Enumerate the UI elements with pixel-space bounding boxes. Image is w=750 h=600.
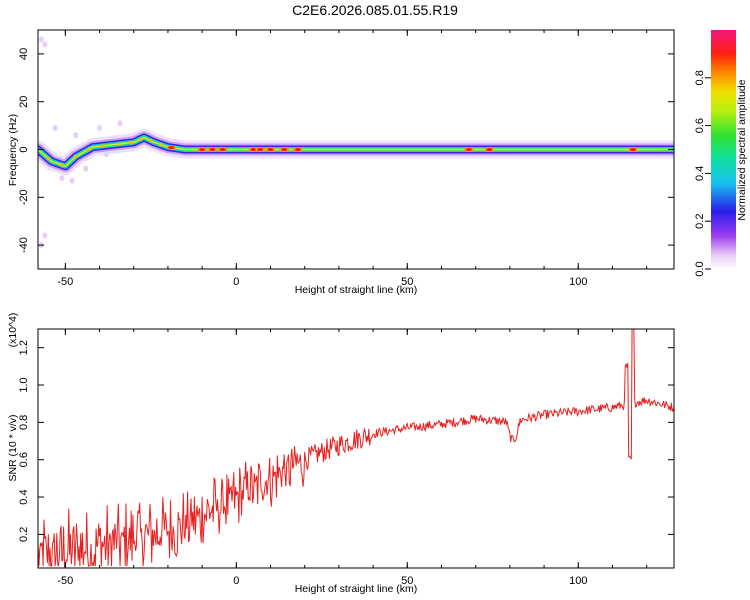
spectrogram-hotspot	[219, 148, 226, 151]
colorbar-tick-label: 0.2	[694, 214, 706, 229]
spectrogram-hotspot	[465, 148, 472, 151]
spectrogram-hotspot	[267, 148, 274, 151]
snr-frame	[37, 328, 675, 569]
spectrogram-bead	[159, 142, 163, 147]
spectrogram-bead	[73, 154, 78, 159]
spectrogram-bead	[60, 163, 64, 167]
spectrogram-bead	[87, 147, 92, 151]
snr-x-tick-label: 0	[233, 575, 239, 587]
spectrogram-noise-blob	[83, 165, 89, 172]
snr-x-tick-label: 100	[569, 575, 587, 587]
spectrogram-y-label: Frequency (Hz)	[7, 114, 19, 186]
spectrogram-noise-blob	[103, 151, 109, 158]
snr-plot-area	[38, 329, 674, 568]
spectrogram-y-tick-label: 20	[18, 96, 30, 108]
colorbar: 0.0 0.2 0.4 0.6 0.8 Normalized spectral ampl…	[694, 30, 748, 277]
spectrogram-noise-blob	[52, 124, 58, 131]
spectrogram-panel: -50 0 50 100 40 20 0 -20 -40 Height of straight…	[7, 29, 675, 296]
spectrogram-bead	[149, 138, 153, 143]
spectrogram-ridge-core	[38, 136, 674, 167]
spectrogram-y-tick-label: 40	[18, 48, 30, 60]
colorbar-tick-label: 0.0	[694, 261, 706, 276]
snr-y-tick-label: 1.2	[18, 340, 30, 355]
spectrogram-hotspot	[629, 148, 636, 151]
snr-y-tick-label: 0.6	[18, 452, 30, 467]
spectrogram-x-tick-label: -50	[57, 276, 73, 288]
spectrogram-bead	[118, 142, 122, 146]
snr-panel: -50 0 50 100 0.2 0.4 0.6 0.8 1.0 1.2 Height of s…	[7, 313, 675, 595]
spectrogram-y-tick-label: -40	[18, 237, 30, 253]
spectrogram-heatmap	[38, 36, 674, 249]
spectrogram-bead	[128, 140, 133, 145]
spectrogram-noise-blob	[117, 120, 123, 127]
spectrogram-x-tick-label: 100	[569, 276, 587, 288]
snr-y-tick-label: 0.8	[18, 415, 30, 430]
spectrogram-hotspot	[209, 148, 216, 151]
colorbar-label: Normalized spectral amplitude	[736, 79, 748, 220]
snr-y-tick-label: 1.0	[18, 377, 30, 392]
spectrogram-noise-blob	[73, 132, 79, 139]
spectrogram-x-tick-label: 0	[233, 276, 239, 288]
spectrogram-noise-blob	[42, 232, 48, 239]
colorbar-tick-label: 0.8	[694, 70, 706, 85]
colorbar-tick-label: 0.6	[694, 118, 706, 133]
snr-series-line	[38, 329, 674, 568]
spectrogram-bead	[101, 144, 105, 148]
spectrogram-hotspot	[257, 148, 264, 151]
spectrogram-noise-blob	[97, 124, 103, 131]
snr-x-tick-label: 50	[401, 575, 413, 587]
spectrogram-hotspot	[294, 148, 301, 151]
snr-y-tick-label: 0.2	[18, 527, 30, 542]
colorbar-tick-label: 0.4	[694, 166, 706, 181]
colorbar-gradient	[711, 30, 736, 269]
spectrogram-hotspot	[281, 148, 288, 151]
spectrogram-y-tick-label: -20	[18, 189, 30, 205]
spectrogram-noise-blob	[69, 177, 75, 184]
snr-y-label: SNR (10 * v/v)	[7, 414, 19, 481]
spectrogram-x-label: Height of straight line (km)	[295, 284, 418, 296]
spectrogram-bead	[138, 137, 143, 141]
spectrogram-hotspot	[168, 146, 175, 150]
spectrogram-hotspot	[486, 148, 493, 151]
snr-x-label: Height of straight line (km)	[295, 583, 418, 595]
snr-y-multiplier: (x10^4)	[7, 313, 19, 348]
page-title: C2E6.2026.085.01.55.R19	[292, 2, 458, 18]
spectrogram-y-tick-label: 0	[18, 146, 30, 152]
spectrogram-noise-blob	[38, 36, 44, 43]
spectrogram-hotspot	[250, 148, 257, 151]
snr-y-tick-label: 0.4	[18, 489, 30, 504]
spectrogram-bead	[46, 156, 51, 161]
spectrogram-hotspot	[199, 148, 206, 151]
spectrogram-noise-blob	[59, 175, 65, 182]
spectrogram-noise-blob	[42, 41, 48, 48]
snr-x-tick-label: -50	[57, 575, 73, 587]
spectrogram-x-tick-label: 50	[401, 276, 413, 288]
